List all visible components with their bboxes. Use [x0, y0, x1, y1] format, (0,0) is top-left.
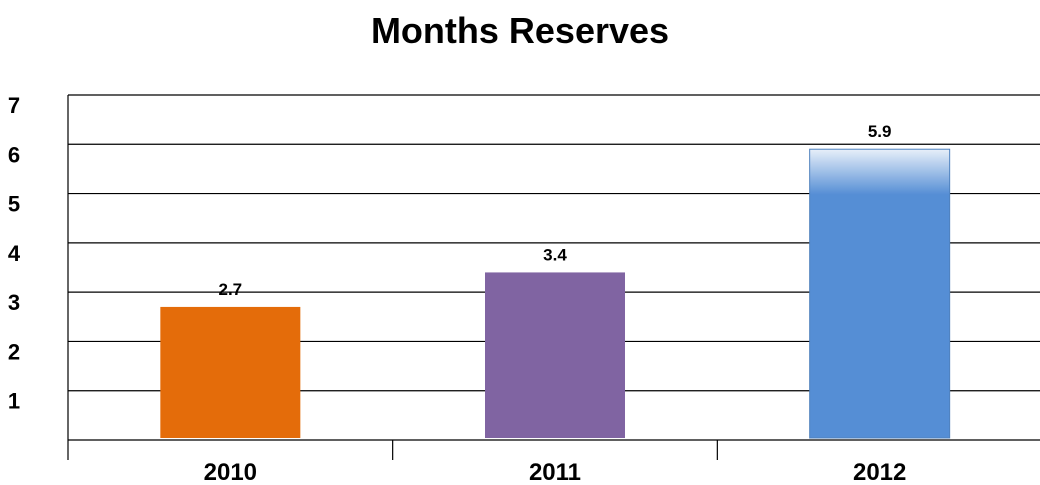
x-tick-label: 2011	[529, 459, 581, 485]
y-tick-label: 5	[8, 192, 20, 217]
x-tick-label: 2010	[204, 459, 257, 485]
data-label: 3.4	[543, 245, 567, 264]
y-tick-label: 1	[8, 389, 20, 414]
bar	[485, 272, 625, 438]
bar-highlight	[810, 149, 950, 200]
data-label: 5.9	[868, 122, 892, 141]
y-tick-label: 6	[8, 142, 20, 167]
labels: 1 2 3 4 5 6 7 2.7 2010 3.4 2011 5.9 2012	[8, 93, 906, 485]
bar	[160, 306, 301, 438]
y-tick-label: 4	[8, 241, 21, 266]
chart-title: Months Reserves	[370, 10, 670, 51]
axes	[67, 95, 1040, 460]
bars	[160, 148, 951, 439]
y-tick-label: 3	[8, 290, 20, 315]
data-label: 2.7	[219, 280, 243, 299]
y-tick-label: 2	[8, 339, 20, 364]
x-tick-label: 2012	[853, 459, 906, 485]
y-tick-label: 7	[8, 93, 20, 118]
